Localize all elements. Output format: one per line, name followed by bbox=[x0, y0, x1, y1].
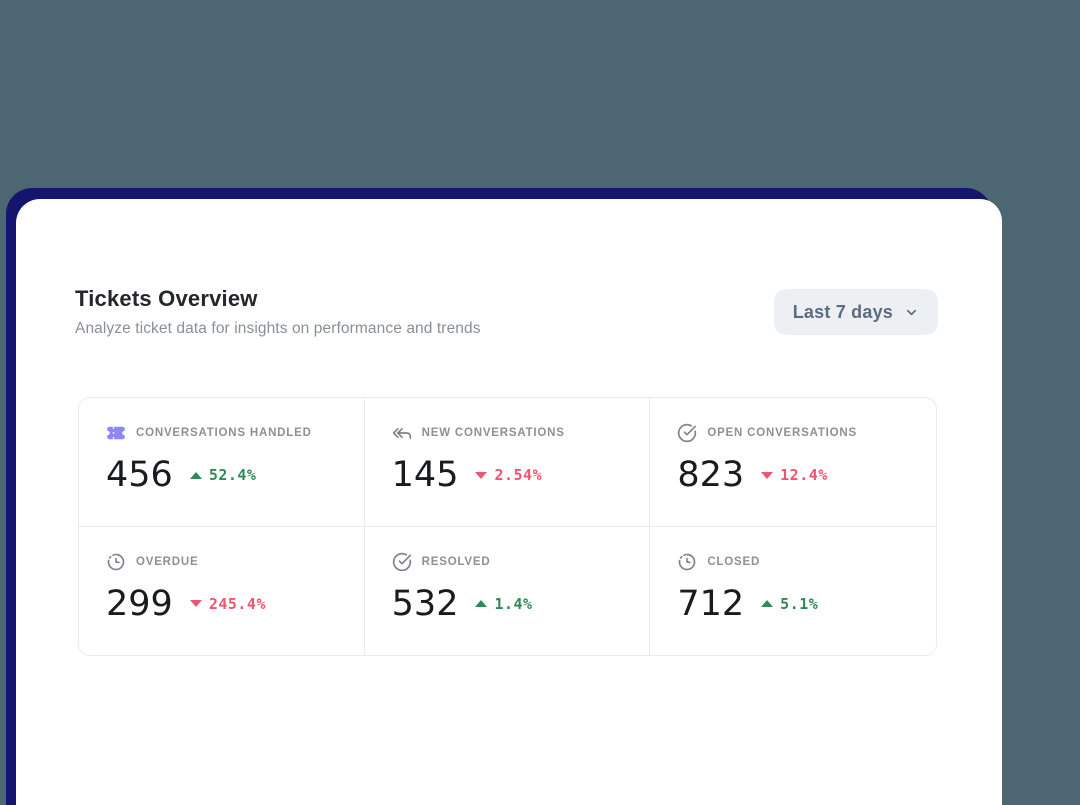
trend-triangle-icon bbox=[475, 471, 488, 479]
trend-triangle-icon bbox=[761, 600, 774, 607]
reply-all-icon bbox=[392, 423, 412, 443]
clock-dashed-icon bbox=[106, 552, 126, 572]
stat-delta: 12.4% bbox=[761, 466, 828, 484]
tickets-overview-panel: Tickets Overview Analyze ticket data for… bbox=[16, 199, 1002, 805]
stat-delta-value: 245.4% bbox=[208, 594, 266, 613]
stats-grid: CONVERSATIONS HANDLED 456 52.4% bbox=[78, 397, 937, 656]
stat-delta-value: 5.1% bbox=[780, 594, 819, 613]
stat-delta-value: 2.54% bbox=[494, 466, 543, 484]
stat-delta: 1.4% bbox=[475, 595, 532, 613]
stat-value: 823 bbox=[677, 455, 745, 495]
chevron-down-icon bbox=[906, 309, 917, 315]
stat-card-closed: CLOSED 712 5.1% bbox=[650, 527, 936, 656]
trend-triangle-icon bbox=[189, 600, 202, 607]
stat-delta: 52.4% bbox=[189, 466, 257, 484]
stat-delta: 2.54% bbox=[475, 466, 542, 484]
trend-triangle-icon bbox=[761, 471, 774, 479]
stat-card-conversations-handled: CONVERSATIONS HANDLED 456 52.4% bbox=[79, 398, 365, 527]
stat-card-new-conversations: NEW CONVERSATIONS 145 2.54% bbox=[364, 398, 651, 527]
stat-label: NEW CONVERSATIONS bbox=[421, 427, 565, 439]
trend-triangle-icon bbox=[189, 471, 202, 479]
stat-value: 145 bbox=[391, 455, 459, 495]
stat-value: 456 bbox=[106, 455, 173, 495]
stat-card-open-conversations: OPEN CONVERSATIONS 823 12.4% bbox=[650, 398, 936, 527]
stat-delta-value: 12.4% bbox=[780, 466, 828, 484]
stat-label: OVERDUE bbox=[136, 555, 199, 568]
stat-label: CLOSED bbox=[707, 555, 761, 568]
date-range-label: Last 7 days bbox=[792, 301, 893, 322]
date-range-dropdown[interactable]: Last 7 days bbox=[773, 289, 938, 335]
stat-value: 299 bbox=[106, 583, 173, 624]
page-subtitle: Analyze ticket data for insights on perf… bbox=[75, 320, 481, 337]
page-title: Tickets Overview bbox=[75, 286, 258, 311]
trend-triangle-icon bbox=[475, 600, 488, 607]
stat-card-resolved: RESOLVED 532 1.4% bbox=[365, 526, 651, 655]
stat-delta-value: 52.4% bbox=[208, 466, 257, 484]
circle-check-icon bbox=[392, 552, 412, 572]
panel-header: Tickets Overview Analyze ticket data for… bbox=[75, 286, 481, 338]
stat-value: 712 bbox=[677, 583, 745, 624]
stat-delta-value: 1.4% bbox=[494, 594, 533, 613]
stat-value: 532 bbox=[391, 583, 459, 624]
stat-label: CONVERSATIONS HANDLED bbox=[136, 427, 312, 439]
stat-label: OPEN CONVERSATIONS bbox=[707, 427, 857, 439]
clock-dashed-icon bbox=[677, 552, 697, 572]
stat-card-overdue: OVERDUE 299 245.4% bbox=[79, 526, 365, 655]
ticket-icon bbox=[106, 423, 126, 443]
stat-delta: 5.1% bbox=[761, 595, 818, 613]
stat-delta: 245.4% bbox=[189, 594, 266, 613]
circle-check-icon bbox=[677, 423, 697, 443]
stat-label: RESOLVED bbox=[421, 555, 491, 568]
